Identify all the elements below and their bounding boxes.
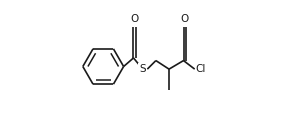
Text: S: S xyxy=(139,64,146,74)
Text: O: O xyxy=(180,14,189,24)
Text: O: O xyxy=(131,14,139,24)
Text: Cl: Cl xyxy=(195,64,206,74)
